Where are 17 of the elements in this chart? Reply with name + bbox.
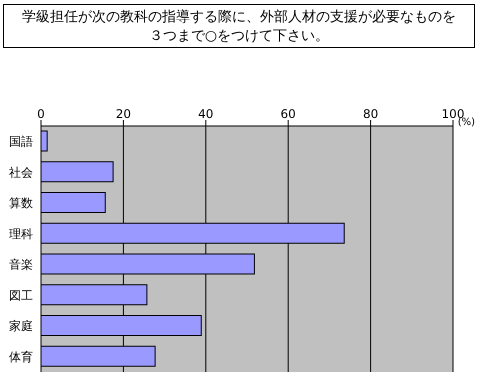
bar [41,130,48,152]
y-tick-label: 家庭 [9,319,33,334]
bar [41,161,114,182]
bar [41,192,106,213]
x-tick-label: 20 [116,107,132,121]
x-tick-label: 40 [198,107,214,121]
y-tick-label: 社会 [9,165,33,180]
y-tick-label: 国語 [9,134,33,149]
x-tick-label: 80 [362,107,378,121]
y-tick-label: 図工 [9,288,33,302]
x-tick-label: 60 [280,107,296,121]
y-tick-label: 算数 [9,196,33,210]
chart-title: 学級担任が次の教科の指導する際に、外部人材の支援が必要なものを３つまで○をつけて下さい。 [21,8,457,46]
y-tick-label: 体育 [9,350,33,364]
x-tick-label: 0 [37,107,45,121]
y-tick-label: 理科 [9,226,33,241]
y-tick-label: 音楽 [9,258,33,272]
